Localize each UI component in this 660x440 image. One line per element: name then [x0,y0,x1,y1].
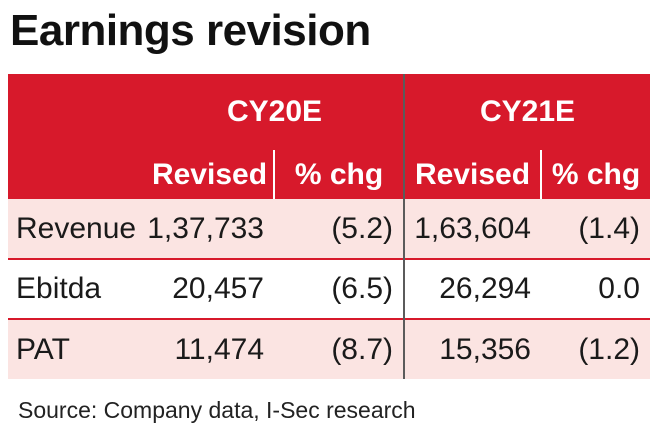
source-note: Source: Company data, I-Sec research [18,397,416,423]
empty-subheader-cell [8,150,146,199]
table-row-revenue: Revenue 1,37,733 (5.2) 1,63,604 (1.4) [8,199,650,259]
cell-chg-cy21e: (1.4) [578,211,640,245]
empty-corner-cell [8,74,146,150]
row-label: Ebitda [8,258,146,319]
subheader-chg-cy21e: % chg [540,150,650,199]
table-row-pat: PAT 11,474 (8.7) 15,356 (1.2) [8,318,650,379]
cell-revised-cy21e: 15,356 [403,318,541,379]
cell-revised-cy21e: 26,294 [403,258,541,319]
cell-revised-cy20e: 20,457 [146,258,274,319]
row-label: Revenue [16,211,137,245]
cell-chg-cy20e: (6.5) [274,258,404,319]
period-header-cy20e: CY20E [226,95,323,128]
table-row-ebitda: Ebitda 20,457 (6.5) 26,294 0.0 [8,258,650,319]
chart-title: Earnings revision [10,6,371,55]
cell-chg-cy20e: (8.7) [274,318,404,379]
period-header-cy21e: CY21E [403,74,650,150]
earnings-revision-table: CY20E CY21E Revised % chg Revised % chg … [8,74,650,379]
cell-revised-cy20e: 11,474 [146,318,274,379]
cell-chg-cy21e: 0.0 [541,258,650,319]
cell-chg-cy20e: (5.2) [331,211,393,245]
subheader-chg-cy20e: % chg [273,150,404,199]
cell-chg-cy21e: (1.2) [541,318,650,379]
row-label: PAT [8,318,146,379]
subheader-row: Revised % chg Revised % chg [8,150,650,199]
cell-revised-cy21e: 1,63,604 [403,199,541,259]
subheader-revised-cy21e: Revised [403,150,541,199]
period-header-row: CY20E CY21E [8,74,650,150]
cell-revised-cy20e: 1,37,733 [147,211,264,245]
subheader-revised-cy20e: Revised [151,157,268,191]
